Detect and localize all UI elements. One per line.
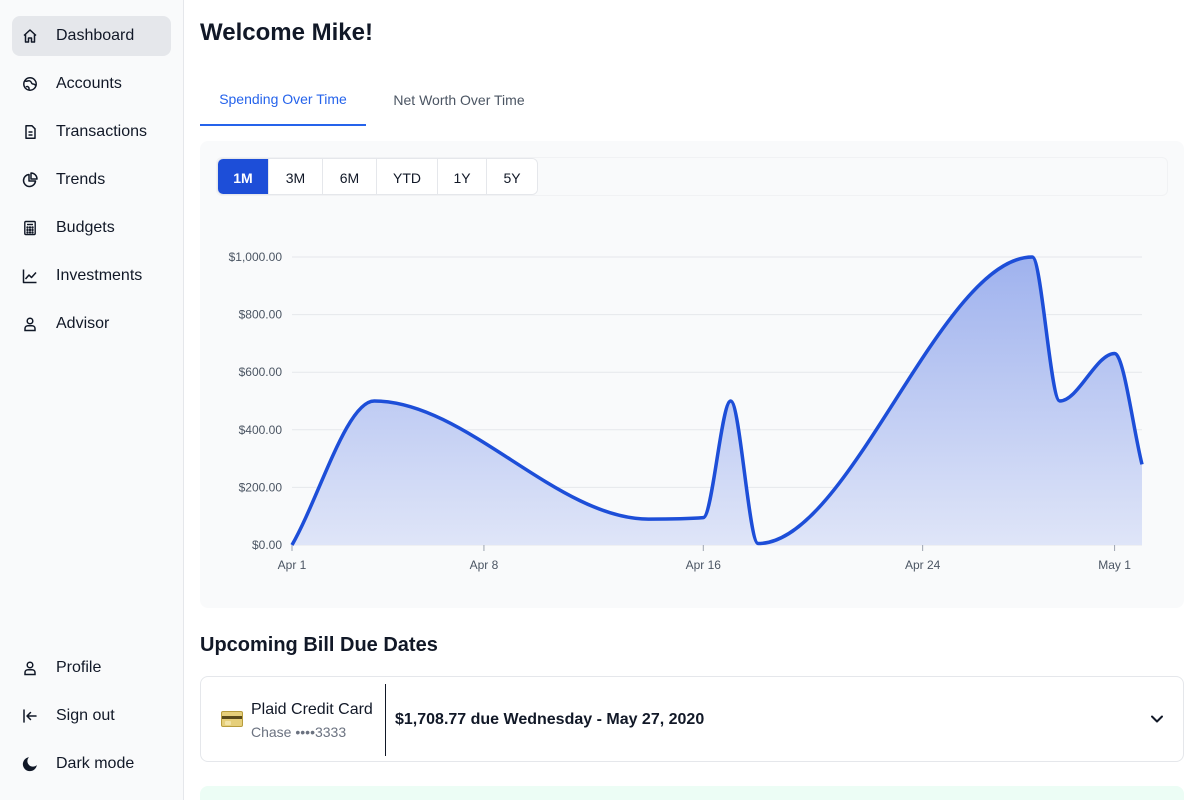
sidebar-item-investments[interactable]: Investments	[12, 256, 171, 296]
home-icon	[22, 28, 38, 44]
y-tick-label: $0.00	[252, 538, 282, 552]
calculator-icon	[22, 220, 38, 236]
tab-net-worth-over-time[interactable]: Net Worth Over Time	[393, 92, 525, 108]
main-content: Welcome Mike! Spending Over Time Net Wor…	[200, 0, 1184, 800]
range-button-3m[interactable]: 3M	[269, 159, 323, 194]
moon-icon	[22, 756, 38, 772]
spending-chart: $0.00 $200.00 $400.00 $600.00 $800.00 $1,000.…	[229, 250, 1144, 572]
globe-icon	[22, 76, 38, 92]
y-tick-label: $600.00	[239, 365, 283, 379]
line-chart-icon	[22, 268, 38, 284]
x-tick-label: Apr 1	[278, 558, 307, 572]
next-card-partial	[200, 786, 1184, 800]
y-tick-label: $1,000.00	[229, 250, 283, 264]
sidebar-item-label: Dark mode	[56, 755, 135, 772]
sidebar-item-label: Budgets	[56, 219, 115, 236]
chart-line	[290, 255, 1144, 546]
range-button-ytd[interactable]: YTD	[377, 159, 438, 194]
sidebar-item-accounts[interactable]: Accounts	[12, 64, 171, 104]
sidebar-item-dark-mode[interactable]: Dark mode	[12, 744, 171, 784]
user-icon	[22, 316, 38, 332]
range-button-1y[interactable]: 1Y	[438, 159, 487, 194]
sidebar-item-label: Transactions	[56, 123, 147, 140]
tab-bar: Spending Over Time Net Worth Over Time	[200, 74, 1184, 126]
range-button-6m[interactable]: 6M	[323, 159, 377, 194]
sidebar-item-transactions[interactable]: Transactions	[12, 112, 171, 152]
sidebar-item-label: Dashboard	[56, 27, 135, 44]
user-icon	[22, 660, 38, 676]
bill-divider	[385, 684, 386, 756]
page-title: Welcome Mike!	[200, 19, 373, 46]
sidebar-item-label: Sign out	[56, 707, 115, 724]
chart-card: $0.00 $200.00 $400.00 $600.00 $800.00 $1,000.…	[200, 141, 1184, 608]
chart-area	[292, 257, 1142, 545]
chevron-down-icon[interactable]	[1149, 711, 1165, 727]
sidebar-item-advisor[interactable]: Advisor	[12, 304, 171, 344]
bill-amount-due: $1,708.77 due Wednesday - May 27, 2020	[395, 711, 705, 728]
y-tick-label: $800.00	[239, 308, 283, 322]
sidebar: Dashboard Accounts Transactions Trends B…	[0, 0, 184, 800]
bills-section-title: Upcoming Bill Due Dates	[200, 634, 438, 656]
sidebar-item-label: Trends	[56, 171, 106, 188]
bill-account-name: Plaid Credit Card	[251, 701, 373, 718]
sidebar-item-budgets[interactable]: Budgets	[12, 208, 171, 248]
bill-card[interactable]: Plaid Credit Card Chase ••••3333 $1,708.…	[200, 676, 1184, 762]
document-icon	[22, 124, 38, 140]
y-tick-label: $400.00	[239, 423, 283, 437]
credit-card-icon	[221, 711, 243, 727]
time-range-selector: 1M 3M 6M YTD 1Y 5Y	[217, 158, 538, 195]
sidebar-item-label: Advisor	[56, 315, 110, 332]
pie-chart-icon	[22, 172, 38, 188]
tab-spending-over-time[interactable]: Spending Over Time	[200, 74, 366, 126]
sidebar-item-label: Investments	[56, 267, 143, 284]
range-button-1m[interactable]: 1M	[218, 159, 269, 194]
sidebar-item-label: Accounts	[56, 75, 122, 92]
range-button-5y[interactable]: 5Y	[487, 159, 537, 194]
sidebar-item-label: Profile	[56, 659, 102, 676]
x-tick-label: Apr 8	[470, 558, 499, 572]
x-tick-label: May 1	[1098, 558, 1131, 572]
sign-out-icon	[22, 708, 38, 724]
x-tick-label: Apr 24	[905, 558, 941, 572]
sidebar-item-trends[interactable]: Trends	[12, 160, 171, 200]
sidebar-item-dashboard[interactable]: Dashboard	[12, 16, 171, 56]
bill-account-subtitle: Chase ••••3333	[251, 724, 347, 740]
x-tick-label: Apr 16	[686, 558, 722, 572]
y-tick-label: $200.00	[239, 480, 283, 494]
time-range-bar: 1M 3M 6M YTD 1Y 5Y	[216, 157, 1168, 196]
sidebar-item-profile[interactable]: Profile	[12, 648, 171, 688]
sidebar-item-sign-out[interactable]: Sign out	[12, 696, 171, 736]
